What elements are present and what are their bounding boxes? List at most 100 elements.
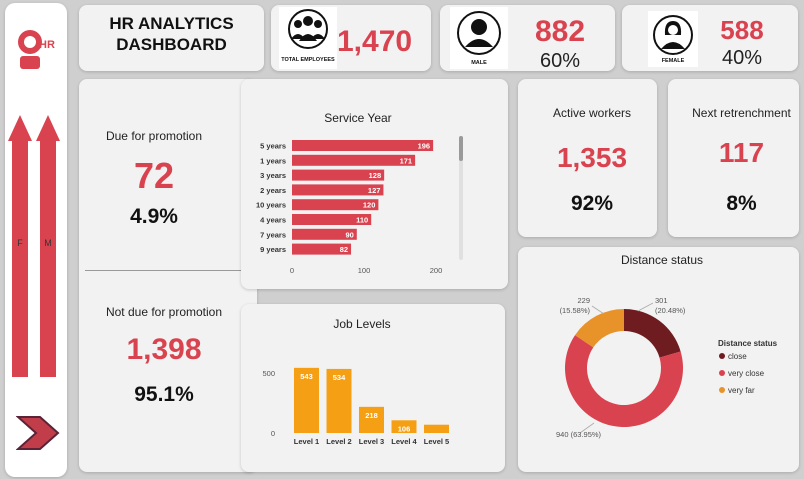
total-employees-value: 1,470 [337, 25, 413, 58]
service-year-bar[interactable] [292, 228, 357, 240]
distance-status-slice-label: 301 [655, 296, 668, 305]
service-year-bar[interactable] [292, 214, 372, 225]
active-workers-percent: 92% [570, 192, 614, 215]
filter-female-button[interactable]: F [8, 115, 32, 377]
distance-status-legend-title: Distance status [718, 339, 778, 348]
promotion-card: Due for promotion 72 4.9% Not due for pr… [79, 79, 257, 472]
job-levels-tick-label: 0 [271, 429, 275, 438]
service-year-tick-label: 100 [358, 266, 371, 275]
service-year-bar[interactable] [292, 154, 416, 166]
service-year-bar[interactable] [292, 243, 352, 255]
distance-status-legend-label[interactable]: very close [728, 369, 765, 378]
job-levels-category-label: Level 2 [326, 437, 351, 446]
next-retrenchment-value: 117 [718, 137, 765, 168]
distance-status-slice-very-far[interactable] [575, 309, 624, 348]
job-levels-value-label: 543 [300, 372, 313, 381]
distance-status-leader-line [579, 422, 595, 434]
male-label: MALE [471, 60, 487, 66]
service-year-tick-label: 200 [430, 266, 443, 275]
distance-status-legend-marker [719, 353, 725, 359]
job-levels-category-label: Level 5 [424, 437, 449, 446]
distance-status-legend-label[interactable]: very far [728, 386, 755, 395]
distance-status-leader-line [591, 305, 605, 315]
title-card: HR ANALYTICS DASHBOARD [79, 5, 264, 71]
service-year-bar[interactable] [292, 140, 434, 151]
distance-status-leader-line [637, 302, 654, 312]
service-year-value-label: 82 [340, 245, 348, 254]
service-year-bar[interactable] [292, 184, 384, 196]
service-year-bar[interactable] [292, 199, 379, 211]
job-levels-bar[interactable] [391, 420, 417, 433]
job-levels-title: Job Levels [333, 317, 390, 331]
distance-status-slice-percent: (20.48%) [655, 306, 686, 315]
distance-status-slice-very-close[interactable] [565, 335, 683, 427]
filter-male-button[interactable]: M [36, 115, 60, 377]
active-workers-card: Active workers 1,353 92% [518, 79, 657, 237]
service-year-card: Service Year 5 years 196 1 years 171 3 years… [241, 79, 508, 289]
service-year-value-label: 171 [400, 156, 413, 165]
service-year-title: Service Year [324, 111, 391, 125]
page-title: HR ANALYTICS DASHBOARD [79, 13, 264, 55]
job-levels-bar[interactable] [424, 424, 449, 433]
due-promotion-value: 72 [133, 155, 175, 196]
female-card: FEMALE 588 40% [622, 5, 798, 71]
female-icon [653, 15, 693, 55]
job-levels-bar[interactable] [359, 406, 384, 433]
distance-status-card: Distance status 301 (20.48%) 940 (63.95%) 2… [518, 247, 799, 472]
job-levels-card: Job Levels 0 500 543 Level 1 534 Level 2 218 Le… [241, 304, 505, 472]
distance-status-legend-label[interactable]: close [728, 352, 747, 361]
male-icon-box: MALE [450, 7, 508, 69]
job-levels-bar[interactable] [294, 367, 319, 433]
distance-status-legend-marker [719, 387, 725, 393]
female-value: 588 [720, 15, 764, 45]
total-employees-icon-box: TOTAL EMPLOYEES [279, 7, 337, 69]
distance-status-slice-label: 229 [577, 296, 590, 305]
female-icon-box: FEMALE [648, 11, 698, 67]
service-year-value-label: 120 [363, 201, 376, 210]
service-year-category-label: 4 years [260, 216, 286, 225]
job-levels-bar[interactable] [326, 368, 352, 433]
service-year-value-label: 127 [368, 186, 381, 195]
service-year-scrollbar-thumb[interactable] [459, 136, 463, 161]
male-percent: 60% [539, 50, 581, 72]
service-year-category-label: 5 years [260, 142, 286, 151]
page-title-line2: DASHBOARD [116, 35, 227, 54]
service-year-category-label: 7 years [260, 230, 286, 239]
service-year-value-label: 110 [356, 216, 368, 225]
filter-male-label: M [44, 238, 52, 248]
male-card: MALE 882 60% [440, 5, 615, 72]
job-levels-value-label: 106 [398, 424, 411, 433]
service-year-chart: Service Year 5 years 196 1 years 171 3 years… [256, 111, 463, 275]
filter-female-label: F [17, 238, 23, 248]
service-year-category-label: 9 years [260, 245, 286, 254]
distance-status-slice-label: 940 (63.95%) [556, 430, 602, 439]
service-year-category-label: 2 years [260, 186, 286, 195]
not-due-promotion-percent: 95.1% [134, 383, 194, 406]
job-levels-value-label: 218 [365, 411, 378, 420]
due-promotion-label: Due for promotion [105, 129, 203, 143]
service-year-value-label: 90 [345, 230, 353, 239]
male-value: 882 [534, 15, 586, 48]
hr-logo-text: HR [39, 39, 55, 51]
female-label: FEMALE [661, 58, 685, 64]
next-page-button[interactable] [15, 413, 60, 453]
hr-logo: HR [13, 23, 59, 73]
job-levels-value-label: 534 [333, 373, 346, 382]
service-year-scrollbar-track[interactable] [459, 136, 463, 260]
divider [85, 270, 245, 271]
next-retrenchment-label: Next retrenchment [692, 106, 791, 120]
sidebar: HR F M [5, 3, 67, 477]
not-due-promotion-value: 1,398 [126, 333, 202, 366]
service-year-category-label: 1 years [260, 156, 286, 165]
service-year-category-label: 10 years [256, 201, 286, 210]
job-levels-tick-label: 500 [262, 369, 275, 378]
male-icon [457, 11, 501, 55]
female-percent: 40% [721, 47, 763, 69]
job-levels-category-label: Level 4 [391, 437, 417, 446]
total-employees-label: TOTAL EMPLOYEES [281, 57, 335, 63]
distance-status-title: Distance status [621, 253, 703, 267]
distance-status-slice-close[interactable] [624, 309, 681, 358]
service-year-bar[interactable] [292, 169, 385, 181]
group-icon [288, 9, 328, 49]
due-promotion-percent: 4.9% [130, 205, 178, 228]
